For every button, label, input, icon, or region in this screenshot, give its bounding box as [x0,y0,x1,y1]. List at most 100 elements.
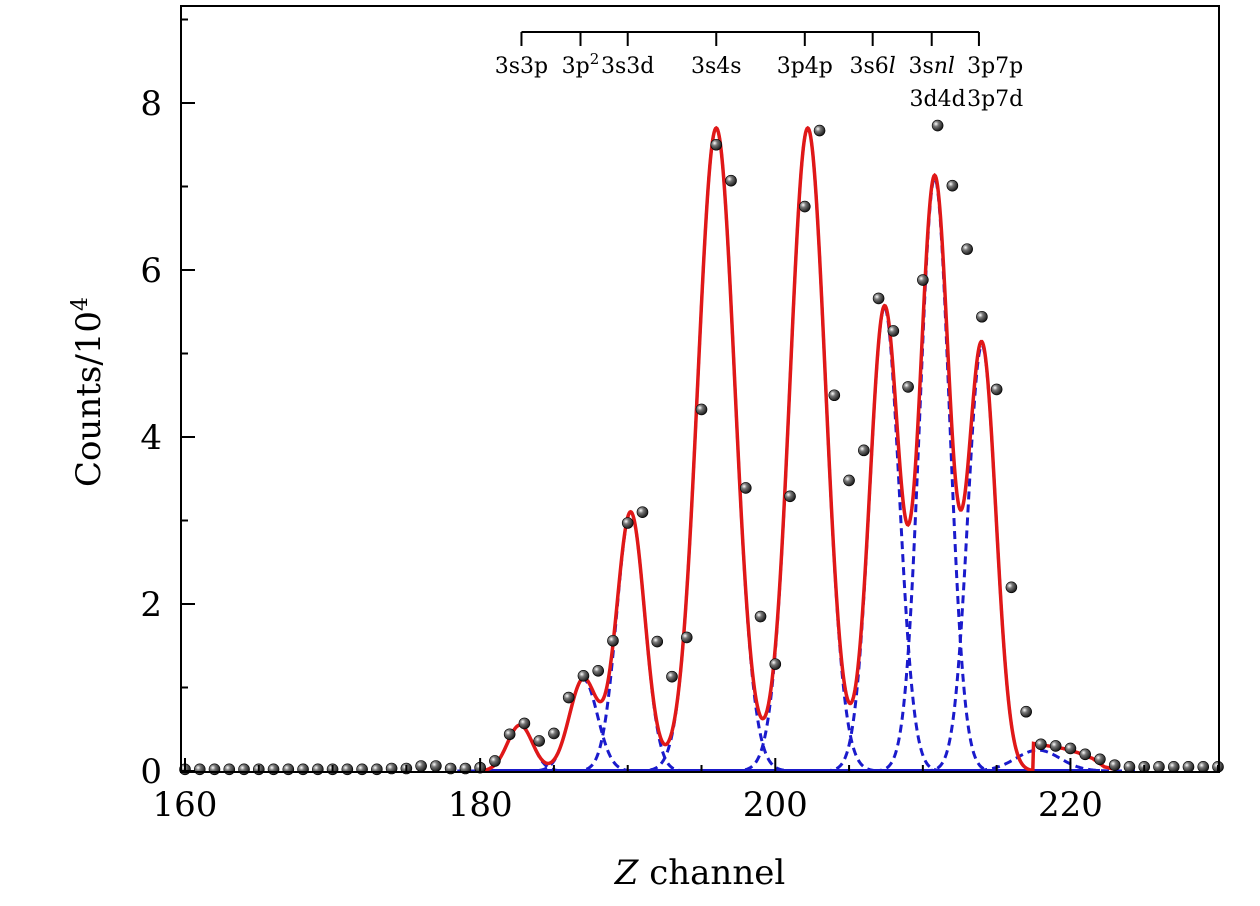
annotation-label-part: 3s3p [495,54,548,79]
x-axis-ticks: 160 180 200 220 [153,758,1219,825]
annotation-label-part: 3p [562,54,590,79]
data-point [754,610,767,623]
x-tick-label: 200 [743,785,808,825]
data-point [990,383,1003,396]
data-point [666,670,678,683]
data-point [1123,761,1136,773]
data-point [1064,742,1077,755]
data-point [798,200,811,213]
data-point [607,634,619,647]
annotation-label-part: 3d4d [910,87,966,112]
data-point [238,763,250,776]
annotation-label: 3d4d [910,87,966,112]
data-point [695,403,708,416]
data-point [902,381,914,393]
annotation-label-part: 2 [590,50,600,68]
annotation-label-part: 3s4s [691,54,742,79]
x-tick-label: 220 [1038,785,1103,825]
data-point [680,631,693,644]
data-point [976,310,988,323]
data-point [636,506,649,518]
x-axis-title-variable: Z [614,853,640,893]
data-point [562,691,575,704]
y-axis-title-base: Counts/10 [69,311,109,487]
y-tick-label: 6 [140,251,162,291]
annotation-label-part: 3p7p [967,54,1023,79]
annotation-label-part: 3p7d [967,87,1023,112]
annotation-label: 3s6l [850,54,896,79]
y-axis-ticks: 0 2 4 6 8 [140,18,195,792]
annotation-label-part: nl [934,54,955,79]
data-point [858,444,870,457]
x-axis-title-rest: channel [638,853,785,893]
data-point [725,174,737,187]
data-point [961,243,973,255]
data-point [548,727,560,740]
annotation-label-part: 3s3d [601,54,654,79]
data-point [430,760,442,772]
y-tick-label: 0 [140,752,162,792]
data-point [577,670,590,682]
annotation-label: 3s3p [495,54,548,79]
data-point [1020,705,1032,718]
data-point [887,325,900,337]
data-point [917,274,929,286]
annotation-label: 3s3d [601,54,654,79]
data-point [769,658,782,670]
data-point [312,763,324,776]
annotation-label-part: 3s6 [850,54,889,79]
data-point [1035,738,1047,751]
data-point [371,763,383,776]
data-point [1049,740,1062,752]
data-point [621,517,634,529]
component-curve-7 [860,176,1008,773]
data-point [1005,581,1018,594]
y-tick-label: 8 [140,84,162,124]
y-axis-title-sup: 4 [68,297,93,311]
data-point [208,763,221,776]
data-point [282,763,295,776]
annotation-label-part: l [889,54,896,79]
annotation-label: 3p4p [777,54,833,79]
data-point [843,474,855,487]
data-point [267,763,280,776]
data-point [356,763,368,776]
annotation-label: 3p7p [967,54,1023,79]
data-point [1182,761,1195,773]
data-point [739,482,752,494]
y-tick-label: 2 [140,585,162,625]
data-point [931,119,944,132]
y-axis-title: Counts/104 [68,297,109,487]
x-tick-label: 180 [448,785,513,825]
data-point [193,763,206,776]
data-point [533,735,545,747]
data-point [415,760,427,772]
data-point [297,763,309,776]
data-point [1167,761,1180,773]
annotation-label: 3snl [908,54,955,79]
x-tick-label: 160 [153,785,218,825]
data-point [828,389,841,402]
data-point [1153,761,1165,773]
annotation-label: 3s4s [691,54,742,79]
annotation-label-part: 3p4p [777,54,833,79]
data-point [1079,748,1091,761]
annotation-label: 3p2 [562,50,600,79]
data-point [1094,753,1106,766]
annotation-label: 3p7d [967,87,1023,112]
data-point [1197,761,1210,773]
data-point [223,763,236,776]
y-tick-label: 4 [140,418,162,458]
data-point [489,755,501,767]
data-point [813,124,826,137]
data-point [341,763,354,776]
data-point [503,728,516,741]
data-point [518,717,531,730]
x-axis-title: Z channel [614,853,785,893]
plot-frame [180,5,1220,773]
data-point [784,490,796,503]
data-point [710,138,723,151]
